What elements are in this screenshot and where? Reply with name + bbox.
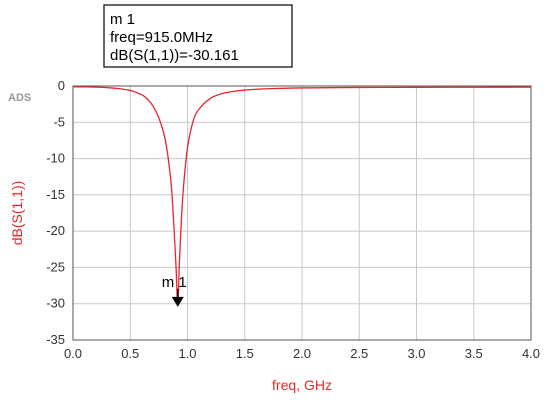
x-tick-label: 1.0: [178, 346, 196, 361]
x-tick-label: 0.5: [121, 346, 139, 361]
y-tick-label: -5: [53, 114, 65, 129]
y-tick-label: -30: [46, 296, 65, 311]
marker-readout-line-value: dB(S(1,1))=-30.161: [110, 47, 239, 64]
y-axis-ticks: 0 -5 -10 -15 -20 -25 -30 -35: [46, 78, 65, 347]
marker-readout-line-freq: freq=915.0MHz: [110, 29, 213, 46]
marker-readout-box: [103, 4, 293, 68]
series-line-0: [72, 86, 532, 306]
x-tick-label: 1.5: [236, 346, 254, 361]
grid: [73, 86, 531, 340]
marker-arrow-icon: [171, 296, 184, 307]
y-tick-label: -15: [46, 187, 65, 202]
marker-label: m 1: [162, 274, 187, 291]
marker-m1: m 1: [162, 274, 187, 307]
y-axis-title: dB(S(1,1)): [9, 181, 25, 246]
x-tick-label: 2.0: [293, 346, 311, 361]
y-tick-label: -25: [46, 259, 65, 274]
x-tick-label: 0.0: [64, 346, 82, 361]
y-tick-label: 0: [58, 78, 65, 93]
y-tick-label: -10: [46, 151, 65, 166]
y-tick-label: -20: [46, 223, 65, 238]
y-tick-label: -35: [46, 332, 65, 347]
series-group: [72, 86, 532, 306]
x-tick-label: 4.0: [522, 346, 540, 361]
marker-readout: m 1 freq=915.0MHz dB(S(1,1))=-30.161: [103, 4, 293, 68]
x-axis-ticks: 0.0 0.5 1.0 1.5 2.0 2.5 3.0 3.5 4.0: [64, 346, 540, 361]
x-axis-title: freq, GHz: [272, 377, 332, 393]
x-tick-label: 3.5: [465, 346, 483, 361]
x-tick-label: 3.0: [407, 346, 425, 361]
plot-frame: [72, 85, 532, 341]
marker-readout-line-name: m 1: [110, 11, 135, 28]
x-tick-label: 2.5: [350, 346, 368, 361]
ads-watermark: ADS: [8, 92, 31, 104]
